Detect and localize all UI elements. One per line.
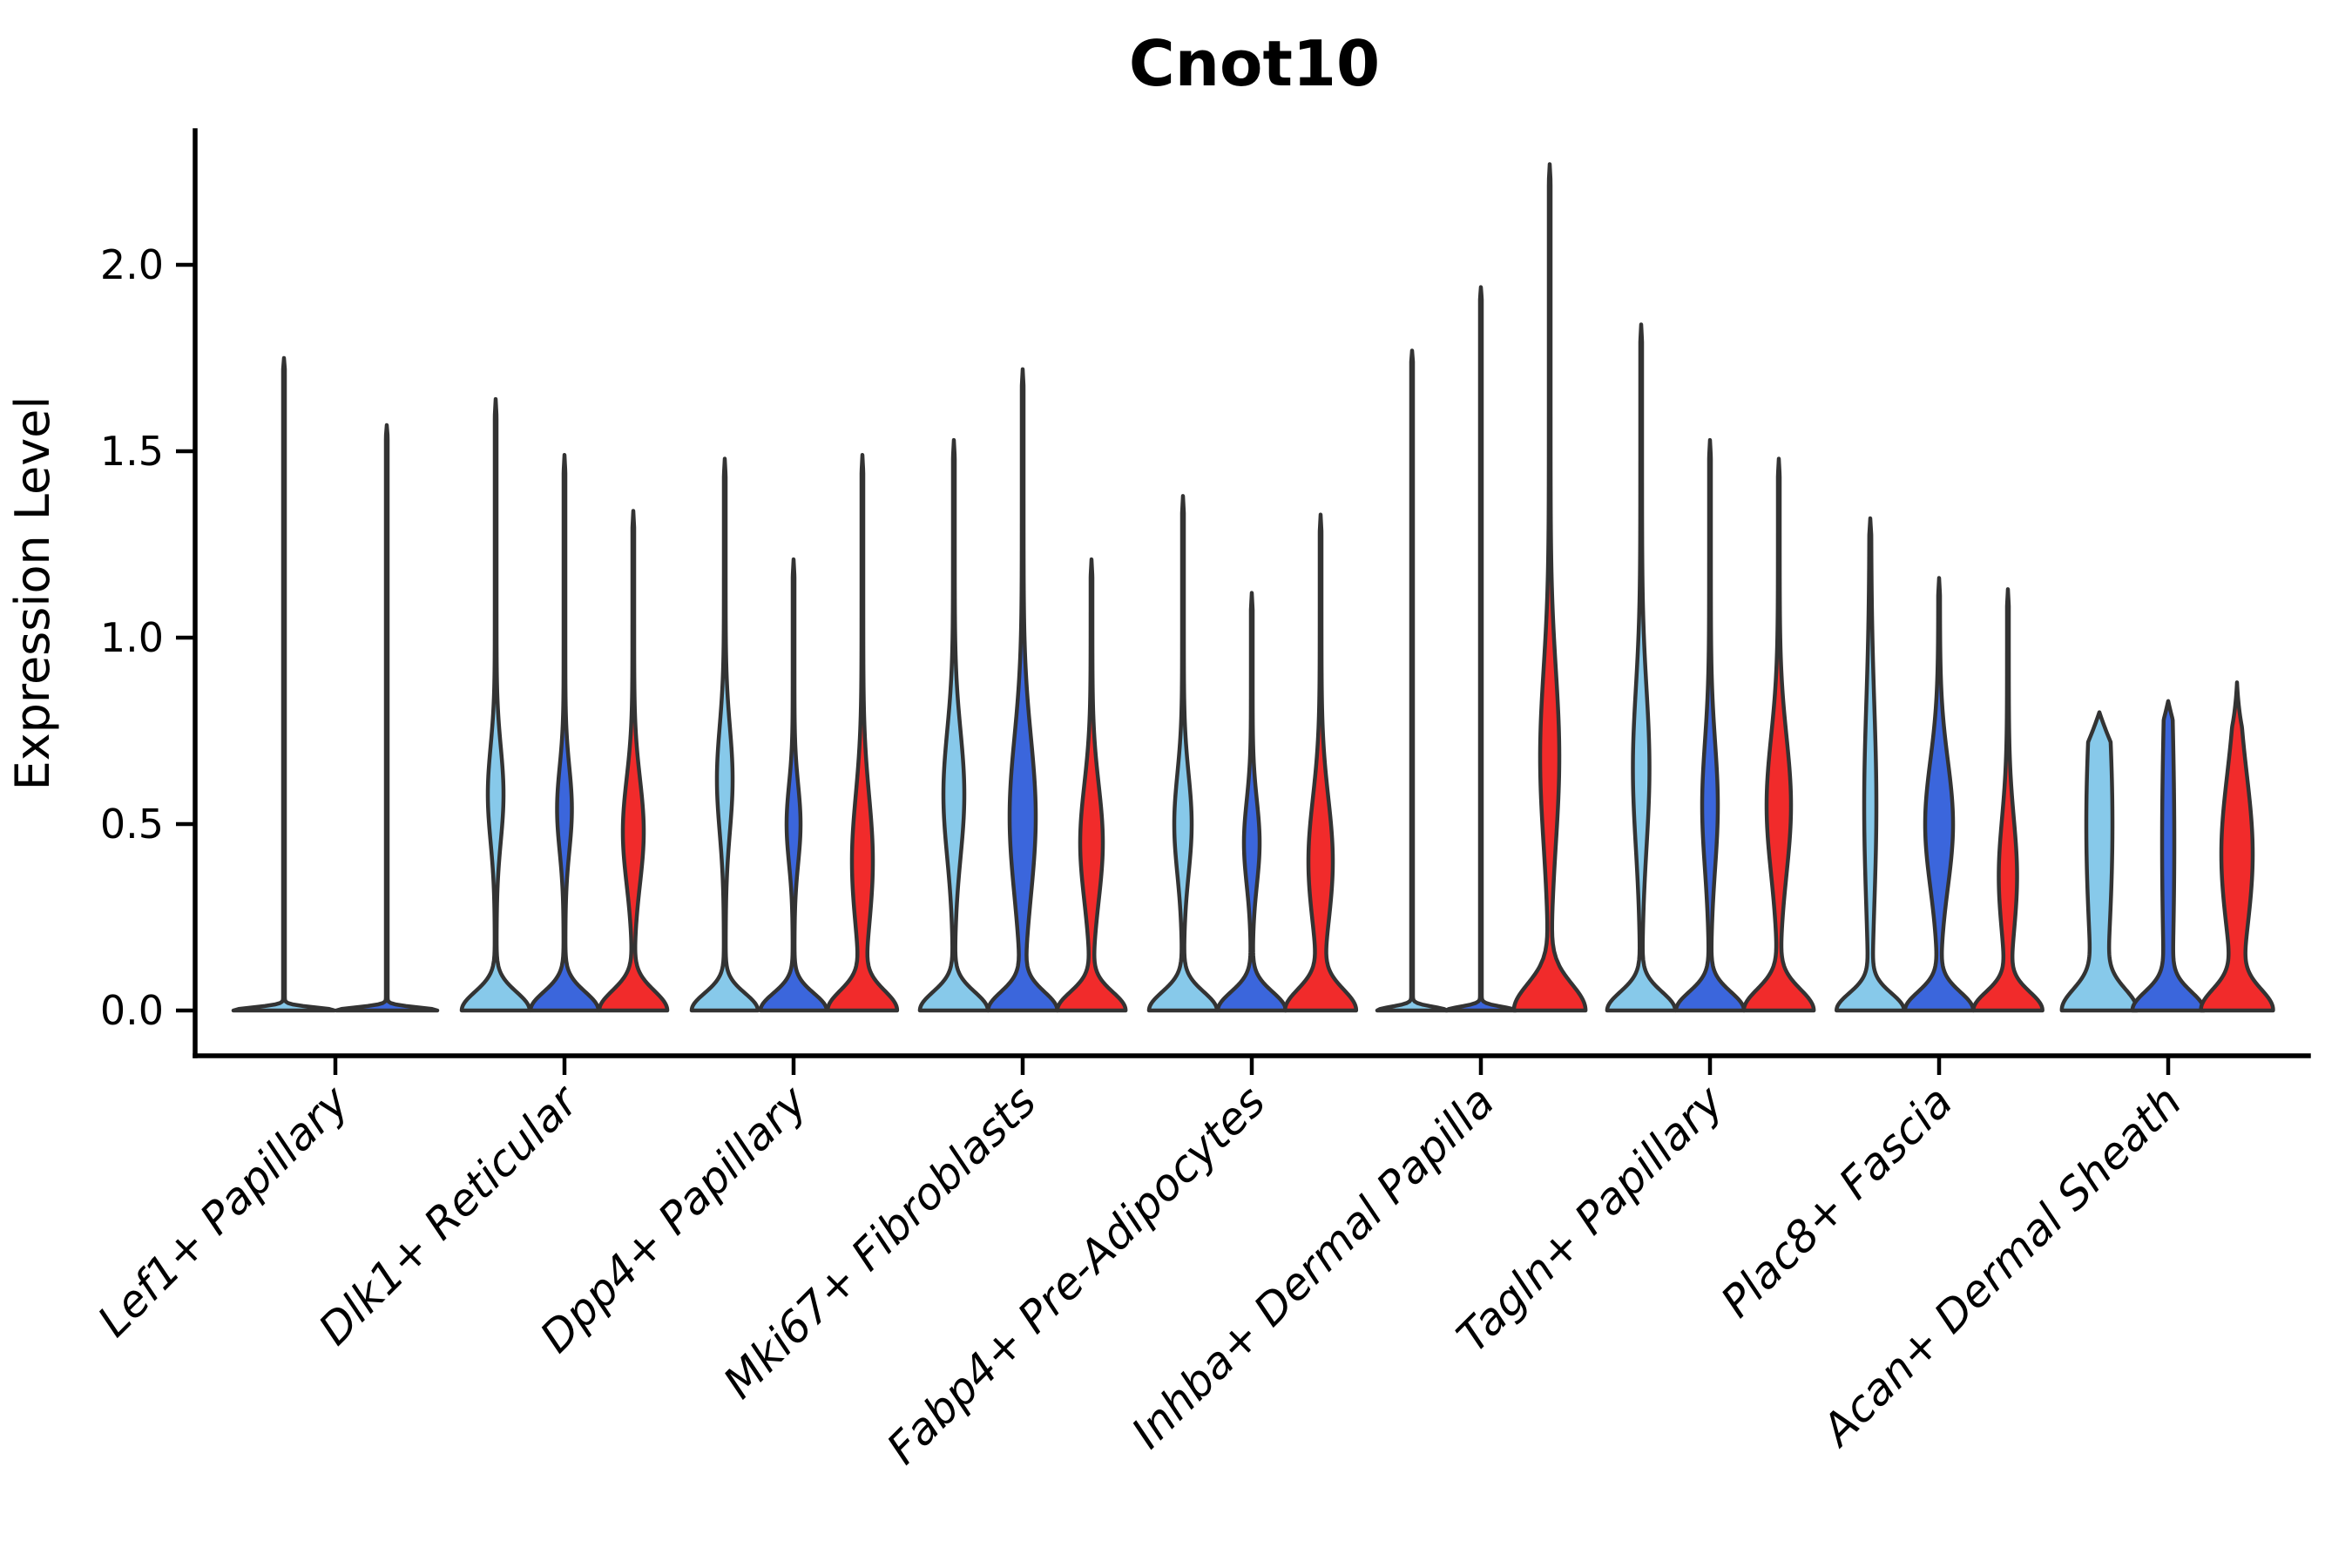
- y-axis-ticks: 0.0 0.5 1.0 1.5 2.0: [100, 241, 195, 1034]
- violin-bodies: [231, 162, 2275, 1013]
- violin-plac8-light-blue: [1835, 516, 1906, 1013]
- violin-dpp4-light-blue: [689, 456, 760, 1013]
- violin-fabp4-red: [1282, 512, 1359, 1013]
- y-axis-label: Expression Level: [5, 396, 60, 791]
- violin-inhba-light-blue: [1375, 348, 1450, 1013]
- y-tick-label: 1.5: [100, 428, 164, 475]
- violin-acan-dark-blue: [2130, 699, 2207, 1013]
- chart-title: Cnot10: [1129, 27, 1380, 100]
- violin-tagln-light-blue: [1605, 322, 1678, 1013]
- violin-fabp4-light-blue: [1146, 494, 1220, 1013]
- violin-mki67-light-blue: [917, 437, 990, 1013]
- y-tick-label: 0.0: [100, 987, 164, 1034]
- violin-fabp4-dark-blue: [1215, 591, 1288, 1013]
- x-tick-label-9: Acan+ Dermal Sheath: [1811, 1076, 2192, 1456]
- violin-plac8-dark-blue: [1903, 576, 1976, 1013]
- violin-mki67-red: [1055, 557, 1128, 1013]
- violin-inhba-dark-blue: [1443, 285, 1518, 1013]
- violin-lef1-dark-blue: [334, 422, 440, 1013]
- violin-dpp4-dark-blue: [758, 557, 829, 1013]
- violin-plac8-red: [1971, 587, 2044, 1013]
- violin-lef1-light-blue: [231, 355, 337, 1013]
- violin-acan-light-blue: [2059, 710, 2139, 1013]
- violin-tagln-red: [1741, 456, 1816, 1013]
- y-tick-label: 2.0: [100, 241, 164, 288]
- violin-tagln-dark-blue: [1673, 437, 1747, 1013]
- violin-dlk1-light-blue: [459, 396, 532, 1013]
- violin-dlk1-red: [597, 509, 670, 1013]
- x-tick-label-6: Inhba+ Dermal Papilla: [1122, 1076, 1504, 1457]
- y-tick-label: 0.5: [100, 801, 164, 848]
- x-tick-label-5: Fabp4+ Pre-Adipocytes: [877, 1076, 1275, 1474]
- violin-acan-red: [2199, 680, 2275, 1013]
- violin-mki67-dark-blue: [986, 367, 1059, 1013]
- x-tick-label-8: Plac8+ Fascia: [1712, 1076, 1963, 1327]
- x-tick-label-1: Lef1+ Papillary: [88, 1075, 359, 1346]
- violin-dpp4-red: [825, 453, 900, 1013]
- violin-inhba-red: [1511, 162, 1588, 1013]
- y-tick-label: 1.0: [100, 614, 164, 661]
- violin-dlk1-dark-blue: [528, 453, 601, 1013]
